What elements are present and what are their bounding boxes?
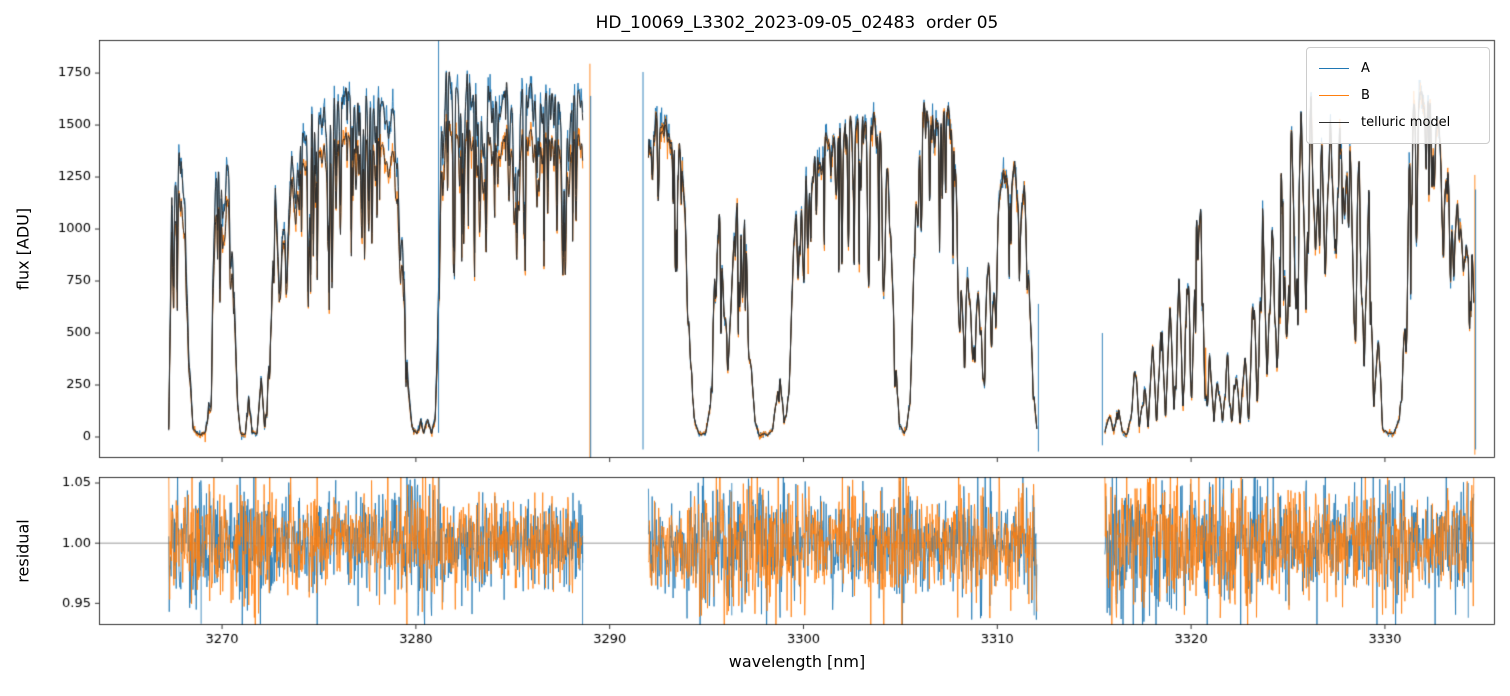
residual-axis-label: residual xyxy=(13,519,33,583)
legend-line-a-icon xyxy=(1319,68,1349,69)
flux-axis-label: flux [ADU] xyxy=(13,207,33,291)
legend-item-a: A xyxy=(1319,55,1477,82)
legend-label-telluric-model: telluric model xyxy=(1361,115,1451,130)
legend-item-telluric-model: telluric model xyxy=(1319,109,1477,136)
legend-line-b-icon xyxy=(1319,95,1349,96)
plot-title: HD_10069_L3302_2023-09-05_02483 order 05 xyxy=(595,13,999,33)
legend-line-model-icon xyxy=(1319,122,1349,123)
legend-label-b: B xyxy=(1361,88,1370,103)
legend-label-a: A xyxy=(1361,61,1370,76)
wavelength-axis-label: wavelength [nm] xyxy=(728,652,866,671)
legend: A B telluric model xyxy=(1306,47,1490,144)
legend-item-b: B xyxy=(1319,82,1477,109)
